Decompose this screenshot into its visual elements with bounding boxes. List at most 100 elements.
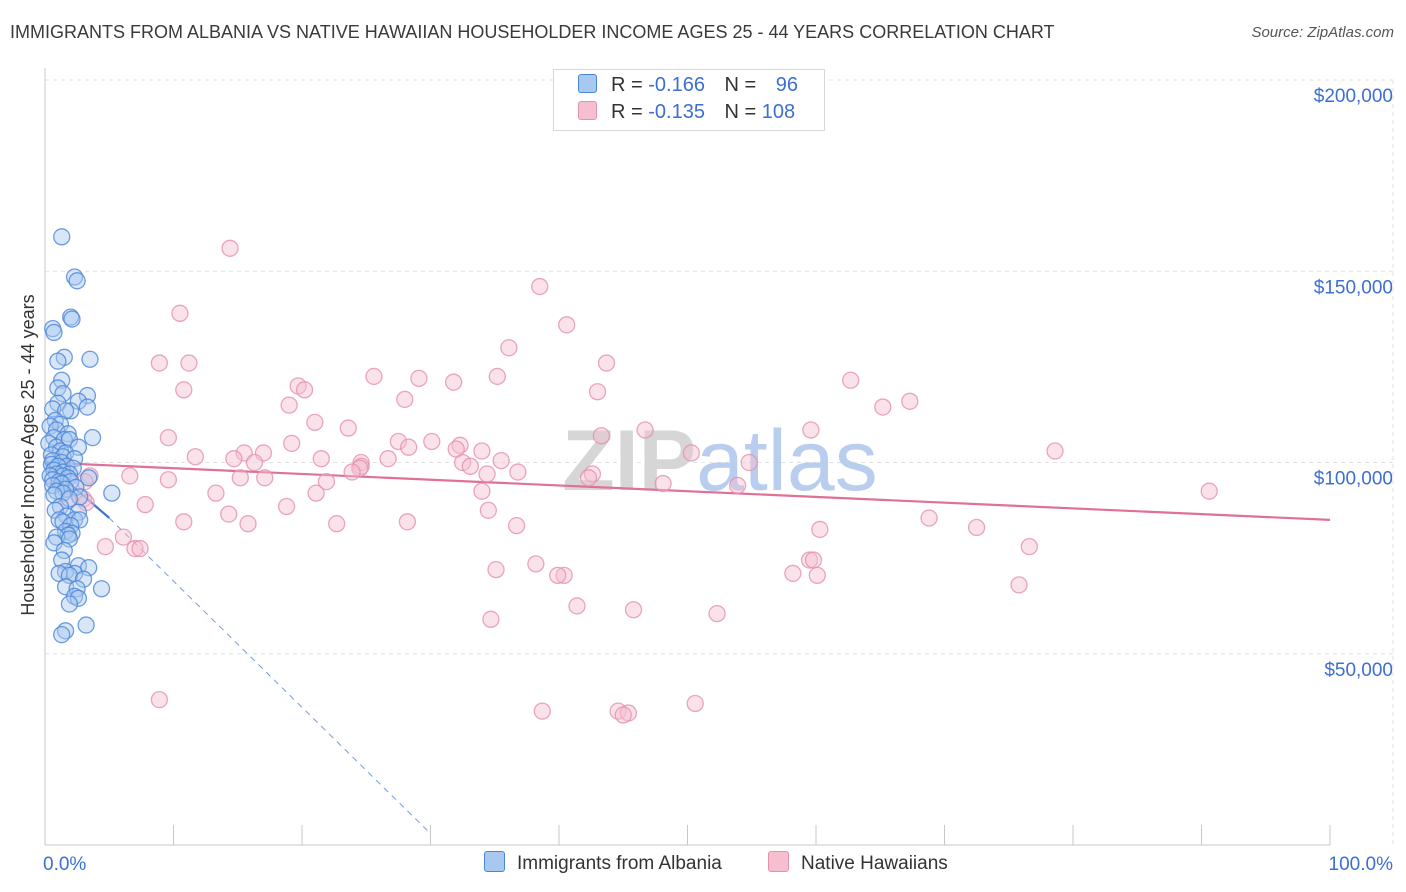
data-point	[811, 520, 829, 539]
data-point	[1020, 538, 1038, 556]
data-point	[389, 432, 408, 451]
data-point	[444, 373, 463, 391]
data-point	[131, 539, 149, 558]
y-axis-title-group: Householder Income Ages 25 - 44 years	[18, 294, 38, 615]
data-point	[708, 604, 726, 623]
data-point	[49, 352, 67, 370]
data-point	[307, 484, 325, 502]
series-immigrants-from-albania	[40, 228, 121, 644]
y-tick-label: $50,000	[1324, 660, 1393, 681]
data-point	[126, 539, 144, 558]
r-label: R =	[611, 101, 643, 123]
legend-item-hawaiian[interactable]: Native Hawaiians	[768, 851, 948, 875]
data-point	[555, 566, 573, 584]
data-point	[549, 566, 567, 584]
y-axis-title: Householder Income Ages 25 - 44 years	[18, 294, 38, 615]
albania-swatch-icon	[578, 74, 597, 93]
data-point	[328, 515, 346, 533]
data-point	[256, 469, 274, 487]
data-point	[527, 555, 545, 573]
data-point	[531, 277, 549, 296]
data-point	[1010, 576, 1028, 594]
data-point	[54, 384, 72, 403]
data-point	[283, 434, 301, 453]
data-point	[558, 316, 576, 334]
data-point	[423, 432, 441, 451]
n-value: 96	[775, 74, 799, 96]
y-tick-label: $150,000	[1314, 277, 1393, 298]
data-point	[588, 383, 607, 401]
data-point	[507, 516, 526, 535]
hawaiian-swatch-icon	[578, 101, 597, 120]
data-point	[312, 450, 330, 468]
data-point	[410, 369, 428, 388]
data-point	[77, 616, 95, 634]
data-point	[207, 484, 225, 502]
data-point	[614, 706, 632, 724]
chart-source: Source: ZipAtlas.com	[1251, 24, 1394, 41]
y-tick-label: $200,000	[1314, 86, 1393, 107]
data-point	[78, 398, 97, 416]
data-point	[245, 453, 264, 472]
data-point	[136, 495, 154, 514]
hawaiian-legend-icon	[768, 851, 789, 872]
data-point	[186, 448, 204, 466]
trend-lines	[44, 461, 1331, 834]
data-point	[842, 371, 860, 389]
data-point	[654, 474, 672, 493]
data-point	[69, 589, 88, 607]
legend-row-albania: R = -0.166 N = 96	[578, 74, 798, 100]
albania-legend-icon	[484, 851, 505, 872]
data-point	[901, 392, 919, 410]
data-point	[967, 518, 986, 537]
data-point	[728, 476, 747, 495]
r-value: -0.166	[648, 74, 705, 96]
data-point	[473, 442, 491, 460]
data-point	[53, 625, 71, 644]
chart-title: IMMIGRANTS FROM ALBANIA VS NATIVE HAWAII…	[10, 22, 1055, 42]
data-point	[920, 509, 938, 527]
data-point	[83, 428, 102, 447]
x-tick-label: 0.0%	[43, 854, 86, 875]
data-point	[103, 484, 121, 502]
n-value: 108	[761, 101, 796, 123]
data-point	[398, 513, 417, 531]
axes: $50,000 $100,000 $150,000 $200,000 0.0% 100.0…	[43, 68, 1393, 875]
r-label: R =	[611, 74, 643, 96]
y-tick-label: $100,000	[1314, 469, 1393, 490]
data-point	[63, 310, 81, 328]
data-point	[180, 354, 198, 372]
data-point	[114, 528, 133, 546]
legend-label: Immigrants from Albania	[517, 853, 722, 874]
data-point	[802, 421, 820, 439]
data-point	[339, 419, 357, 437]
data-point	[60, 595, 79, 613]
data-point	[808, 566, 826, 584]
data-point	[280, 396, 298, 414]
data-point	[80, 469, 98, 487]
data-point	[492, 451, 510, 470]
data-point	[487, 560, 505, 579]
data-point	[1200, 482, 1218, 500]
data-point	[365, 367, 383, 386]
legend-row-hawaiian: R = -0.135 N = 108	[578, 101, 795, 127]
data-point	[636, 421, 654, 439]
data-point	[874, 398, 892, 416]
data-point	[379, 450, 397, 468]
data-point	[62, 402, 80, 420]
data-point	[225, 450, 243, 468]
legend-label: Native Hawaiians	[801, 853, 948, 874]
data-point	[800, 551, 819, 569]
data-point	[592, 427, 611, 445]
data-point	[71, 511, 89, 529]
data-point	[175, 513, 193, 531]
data-point	[277, 497, 296, 516]
data-point	[74, 570, 93, 588]
data-point	[500, 339, 518, 357]
data-point	[488, 367, 506, 386]
n-label: N =	[724, 74, 757, 96]
data-point	[53, 228, 71, 246]
data-point	[509, 463, 527, 481]
data-point	[306, 413, 324, 431]
legend-item-albania[interactable]: Immigrants from Albania	[484, 851, 722, 875]
